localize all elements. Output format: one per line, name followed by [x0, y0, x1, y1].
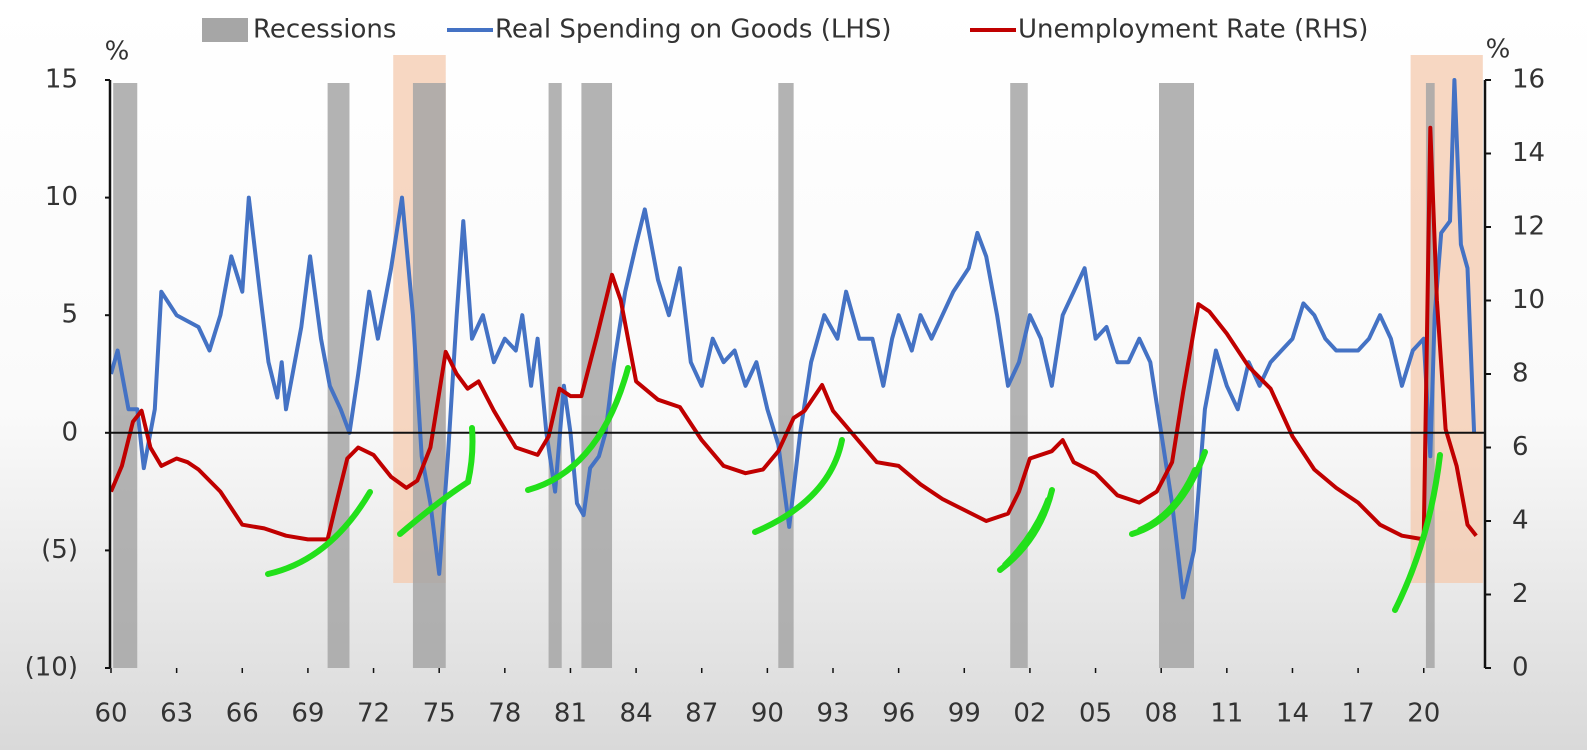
recession-band: [548, 83, 562, 668]
x-tick-label: 81: [554, 699, 587, 729]
legend-swatch: [202, 18, 248, 42]
legend-label: Recessions: [253, 15, 396, 45]
y-tick-label: 10: [45, 182, 78, 212]
x-tick-label: 66: [226, 699, 259, 729]
recession-band: [1425, 83, 1435, 668]
x-tick-label: 11: [1210, 699, 1243, 729]
x-tick-label: 60: [94, 699, 127, 729]
x-tick-label: 63: [160, 699, 193, 729]
y-tick-label: (5): [41, 535, 78, 565]
y2-tick-label: 6: [1512, 432, 1529, 462]
recession-band: [1010, 83, 1028, 668]
y2-tick-label: 0: [1512, 653, 1529, 683]
x-tick-label: 20: [1407, 699, 1440, 729]
y-tick-label: (10): [25, 653, 78, 683]
annotation-stroke: [1392, 452, 1443, 613]
recession-band: [327, 83, 350, 668]
y-tick-label: 0: [61, 417, 78, 447]
annotation-stroke: [265, 489, 373, 577]
x-tick-label: 75: [423, 699, 456, 729]
x-tick-label: 69: [291, 699, 324, 729]
x-tick-label: 14: [1276, 699, 1309, 729]
x-tick-label: 90: [751, 699, 784, 729]
y2-tick-label: 4: [1512, 506, 1529, 536]
x-tick-label: 78: [488, 699, 521, 729]
x-tick-label: 96: [882, 699, 915, 729]
legend-label: Unemployment Rate (RHS): [1018, 15, 1368, 45]
legend-label: Real Spending on Goods (LHS): [495, 15, 892, 45]
left-unit: %: [105, 37, 130, 67]
annotation-stroke: [752, 437, 845, 535]
annotation-stroke: [397, 425, 476, 537]
hand-annotations: [265, 365, 1443, 613]
series-line: [109, 78, 1477, 600]
x-tick-label: 84: [620, 699, 653, 729]
highlight-band: [1410, 55, 1483, 583]
y2-tick-label: 12: [1512, 212, 1545, 242]
y2-tick-label: 8: [1512, 359, 1529, 389]
annotation-stroke: [997, 487, 1055, 573]
recession-band: [113, 83, 138, 668]
right-unit: %: [1486, 35, 1511, 65]
y2-tick-label: 10: [1512, 285, 1545, 315]
annotation-stroke: [525, 365, 631, 493]
x-tick-label: 87: [685, 699, 718, 729]
x-tick-label: 99: [948, 699, 981, 729]
x-tick-label: 02: [1013, 699, 1046, 729]
x-tick-label: 93: [816, 699, 849, 729]
y2-tick-label: 14: [1512, 138, 1545, 168]
y2-tick-label: 16: [1512, 65, 1545, 95]
x-tick-label: 05: [1079, 699, 1112, 729]
recession-band: [778, 83, 794, 668]
x-tick-label: 17: [1342, 699, 1375, 729]
annotation-stroke: [1129, 449, 1208, 537]
y2-tick-label: 2: [1512, 579, 1529, 609]
x-tick-label: 08: [1145, 699, 1178, 729]
x-tick-label: 72: [357, 699, 390, 729]
series-line: [109, 125, 1478, 542]
y-tick-label: 5: [61, 300, 78, 330]
y-tick-label: 15: [45, 65, 78, 95]
